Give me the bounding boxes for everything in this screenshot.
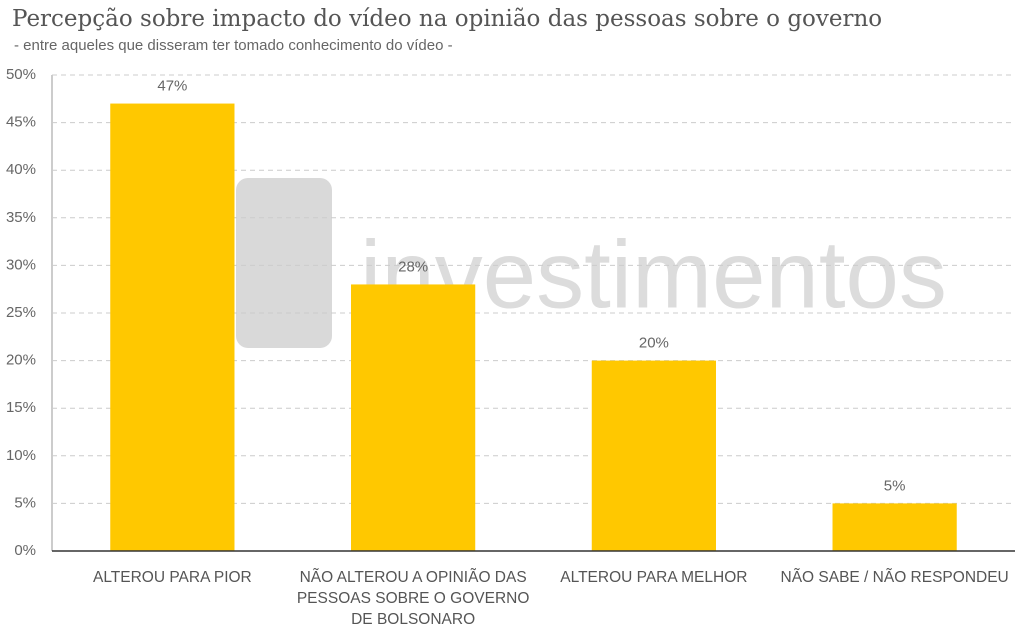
value-label: 20%: [639, 335, 669, 352]
value-label: 47%: [157, 78, 187, 95]
x-tick-label: ALTEROU PARA MELHOR: [560, 569, 748, 586]
y-tick-label: 25%: [6, 304, 36, 321]
value-label: 28%: [398, 258, 428, 275]
y-tick-label: 30%: [6, 256, 36, 273]
bar: [591, 360, 716, 551]
x-tick-label: ALTEROU PARA PIOR: [92, 569, 252, 586]
x-tick-label: NÃO SABE / NÃO RESPONDEU: [780, 569, 1009, 586]
y-tick-label: 50%: [6, 66, 36, 83]
y-tick-label: 20%: [6, 352, 36, 369]
bar: [110, 103, 235, 551]
chart-title: Percepção sobre impacto do vídeo na opin…: [12, 6, 882, 32]
chart-subtitle: - entre aqueles que disseram ter tomado …: [14, 37, 453, 54]
y-tick-label: 45%: [6, 114, 36, 131]
bar: [832, 503, 957, 551]
y-tick-label: 40%: [6, 161, 36, 178]
y-tick-label: 10%: [6, 447, 36, 464]
bar: [351, 284, 476, 551]
y-tick-label: 0%: [14, 542, 36, 559]
y-tick-label: 15%: [6, 399, 36, 416]
x-tick-label: NÃO ALTEROU A OPINIÃO DAS PESSOAS SOBRE …: [296, 569, 530, 628]
watermark-logo: [236, 178, 332, 348]
value-label: 5%: [884, 477, 906, 494]
y-tick-label: 5%: [14, 494, 36, 511]
y-tick-label: 35%: [6, 209, 36, 226]
